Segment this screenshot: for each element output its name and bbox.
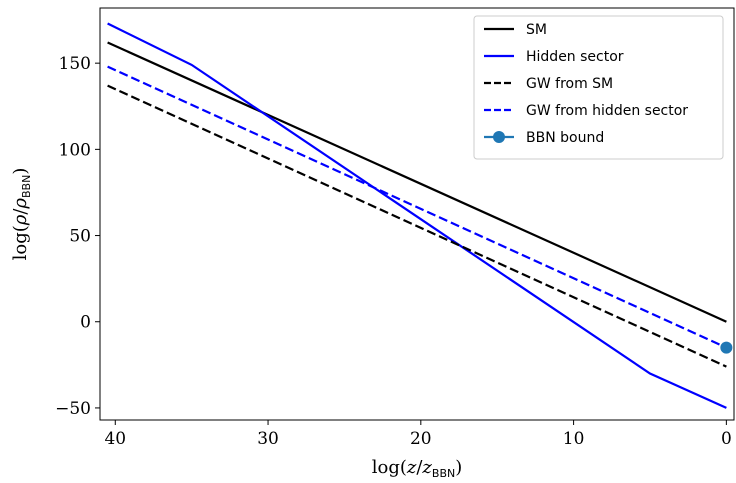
y-tick-label: 50 [69, 227, 91, 247]
legend-label: GW from SM [526, 76, 613, 92]
legend: SM Hidden sector GW from SM GW from hidden … [473, 15, 724, 160]
y-tick-label: 100 [59, 140, 91, 160]
legend-box [473, 15, 724, 160]
legend-entry: GW from SM [484, 76, 613, 92]
x-tick-label: 10 [563, 429, 585, 449]
y-tick-label: 0 [80, 313, 91, 333]
y-tick-label: −50 [55, 399, 91, 419]
series-line-gw-from-hidden-sector [107, 65, 727, 349]
legend-label: Hidden sector [526, 49, 624, 65]
x-tick-label: 40 [104, 429, 126, 449]
legend-label: GW from hidden sector [526, 103, 688, 119]
legend-label: BBN bound [526, 130, 604, 146]
y-axis-label: log(ρ/ρBBN) [10, 168, 33, 261]
legend-marker [493, 131, 505, 143]
plot-frame [99, 7, 735, 421]
x-tick-label: 0 [721, 429, 732, 449]
series-line-sm [107, 41, 727, 323]
legend-entry: GW from hidden sector [484, 103, 688, 119]
y-tick-label: 150 [59, 54, 91, 74]
plot-area [107, 22, 727, 409]
x-tick-label: 20 [410, 429, 432, 449]
legend-entry: SM [484, 22, 547, 38]
series-line-hidden-sector [107, 22, 727, 409]
bbn-bound-marker [720, 341, 733, 354]
legend-entry: BBN bound [484, 130, 604, 146]
legend-entry: Hidden sector [484, 49, 624, 65]
series-line-gw-from-sm [107, 84, 727, 368]
legend-label: SM [526, 22, 547, 38]
x-tick-label: 30 [257, 429, 279, 449]
x-axis-label: log(z/zBBN) [372, 457, 463, 480]
